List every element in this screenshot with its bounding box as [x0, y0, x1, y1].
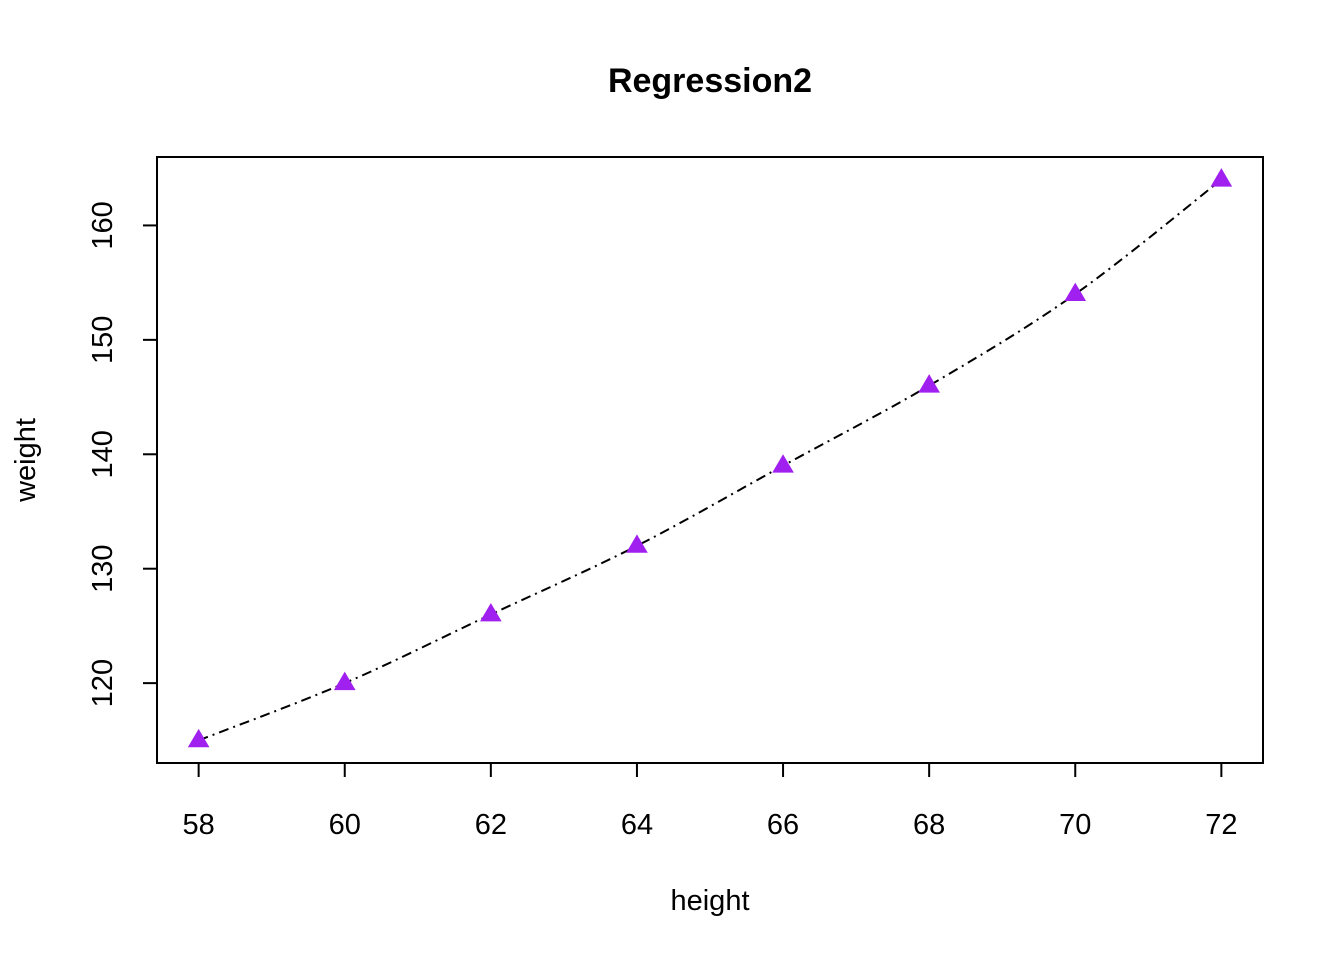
y-tick-label: 130: [87, 545, 119, 593]
data-point: [918, 374, 940, 393]
y-tick-label: 160: [87, 201, 119, 249]
x-tick-label: 68: [913, 809, 945, 841]
plot-area: [156, 156, 1264, 764]
data-point: [333, 671, 356, 691]
data-point: [1064, 282, 1087, 302]
data-point: [1210, 168, 1233, 187]
data-point: [187, 728, 210, 748]
x-axis-label: height: [670, 885, 749, 917]
x-tick-label: 60: [329, 809, 361, 841]
y-tick-label: 120: [87, 659, 119, 707]
data-point: [626, 534, 648, 553]
series-layer: [187, 168, 1233, 748]
x-tick-label: 64: [621, 809, 653, 841]
data-point: [772, 454, 794, 473]
x-tick-label: 72: [1205, 809, 1237, 841]
x-tick-label: 58: [183, 809, 215, 841]
y-axis-label: weight: [10, 418, 42, 503]
data-point: [480, 602, 502, 622]
x-tick-label: 62: [475, 809, 507, 841]
chart-title: Regression2: [608, 62, 812, 100]
x-tick-label: 66: [767, 809, 799, 841]
y-tick-label: 150: [87, 316, 119, 364]
y-axis: 120 130 140 150 160: [87, 201, 158, 707]
x-axis: 58 60 62 64 66 68 70 72: [183, 762, 1237, 841]
y-tick-label: 140: [87, 430, 119, 478]
x-tick-label: 70: [1059, 809, 1091, 841]
series-line: [198, 178, 1222, 742]
